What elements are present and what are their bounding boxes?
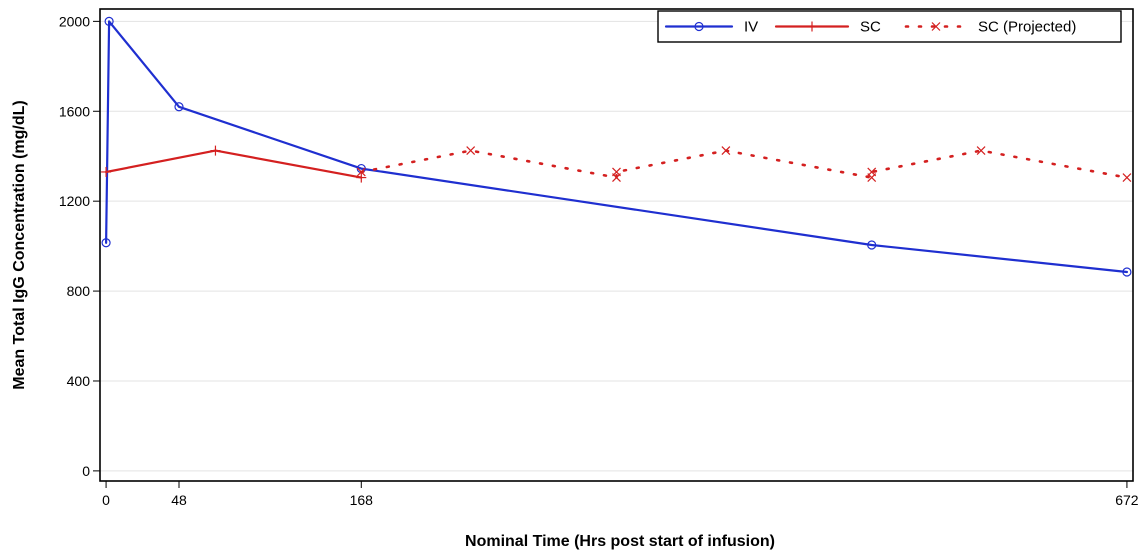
data-point-sc-projected — [976, 146, 986, 156]
series-line-iv — [104, 20, 1129, 274]
data-point-sc — [356, 172, 367, 183]
legend: IV SC SC (Projected) — [657, 10, 1122, 43]
y-axis-title: Mean Total IgG Concentration (mg/dL) — [11, 100, 28, 389]
axes-layer: 0 400 800 1200 1600 2000 0 48 168 672 — [59, 8, 1138, 508]
data-point-iv — [104, 16, 114, 26]
x-tick-label: 672 — [1115, 492, 1138, 508]
data-point-sc-projected — [356, 167, 366, 177]
legend-box — [657, 10, 1122, 43]
x-tick-label: 48 — [171, 492, 187, 508]
marker-stroke — [867, 167, 877, 177]
y-tick-label: 400 — [67, 373, 91, 389]
data-point-sc-projected — [612, 167, 621, 177]
data-point-iv — [867, 240, 877, 250]
data-point-sc-projected — [867, 167, 877, 177]
series-line-sc-projected — [359, 149, 1129, 179]
legend-label-sc-projected: SC (Projected) — [978, 19, 1076, 36]
marker-stroke — [356, 167, 366, 177]
data-point-sc-projected — [466, 146, 476, 156]
legend-label-sc: SC — [860, 19, 881, 36]
y-tick-label: 800 — [67, 283, 91, 299]
y-tick-label: 1200 — [59, 193, 90, 209]
legend-label-iv: IV — [744, 19, 758, 36]
marker-stroke — [466, 146, 476, 156]
marker-stroke — [931, 22, 941, 31]
grid-layer — [100, 20, 1133, 472]
marker-stroke — [1122, 173, 1132, 182]
y-tick-label: 1600 — [59, 103, 90, 119]
legend-marker-sc-projected — [931, 22, 941, 31]
data-point-sc-projected — [721, 146, 731, 156]
x-tick-label: 168 — [350, 492, 374, 508]
marker-stroke — [612, 167, 621, 177]
data-point-sc — [101, 166, 112, 177]
y-tick-label: 0 — [82, 463, 90, 479]
marker-stroke — [721, 146, 731, 156]
legend-marker-iv — [694, 21, 704, 32]
plot-frame — [99, 8, 1134, 482]
data-point-iv — [101, 238, 111, 248]
marker-stroke — [976, 146, 986, 156]
series-layer — [101, 16, 1132, 277]
data-point-sc-projected — [1122, 173, 1132, 182]
data-point-sc — [210, 145, 221, 156]
x-tick-label: 0 — [102, 492, 110, 508]
y-tick-label: 2000 — [59, 13, 90, 29]
data-point-iv — [1122, 267, 1132, 277]
data-point-iv — [174, 102, 184, 112]
legend-marker-sc — [807, 21, 817, 32]
x-axis-title: Nominal Time (Hrs post start of infusion… — [465, 533, 775, 550]
